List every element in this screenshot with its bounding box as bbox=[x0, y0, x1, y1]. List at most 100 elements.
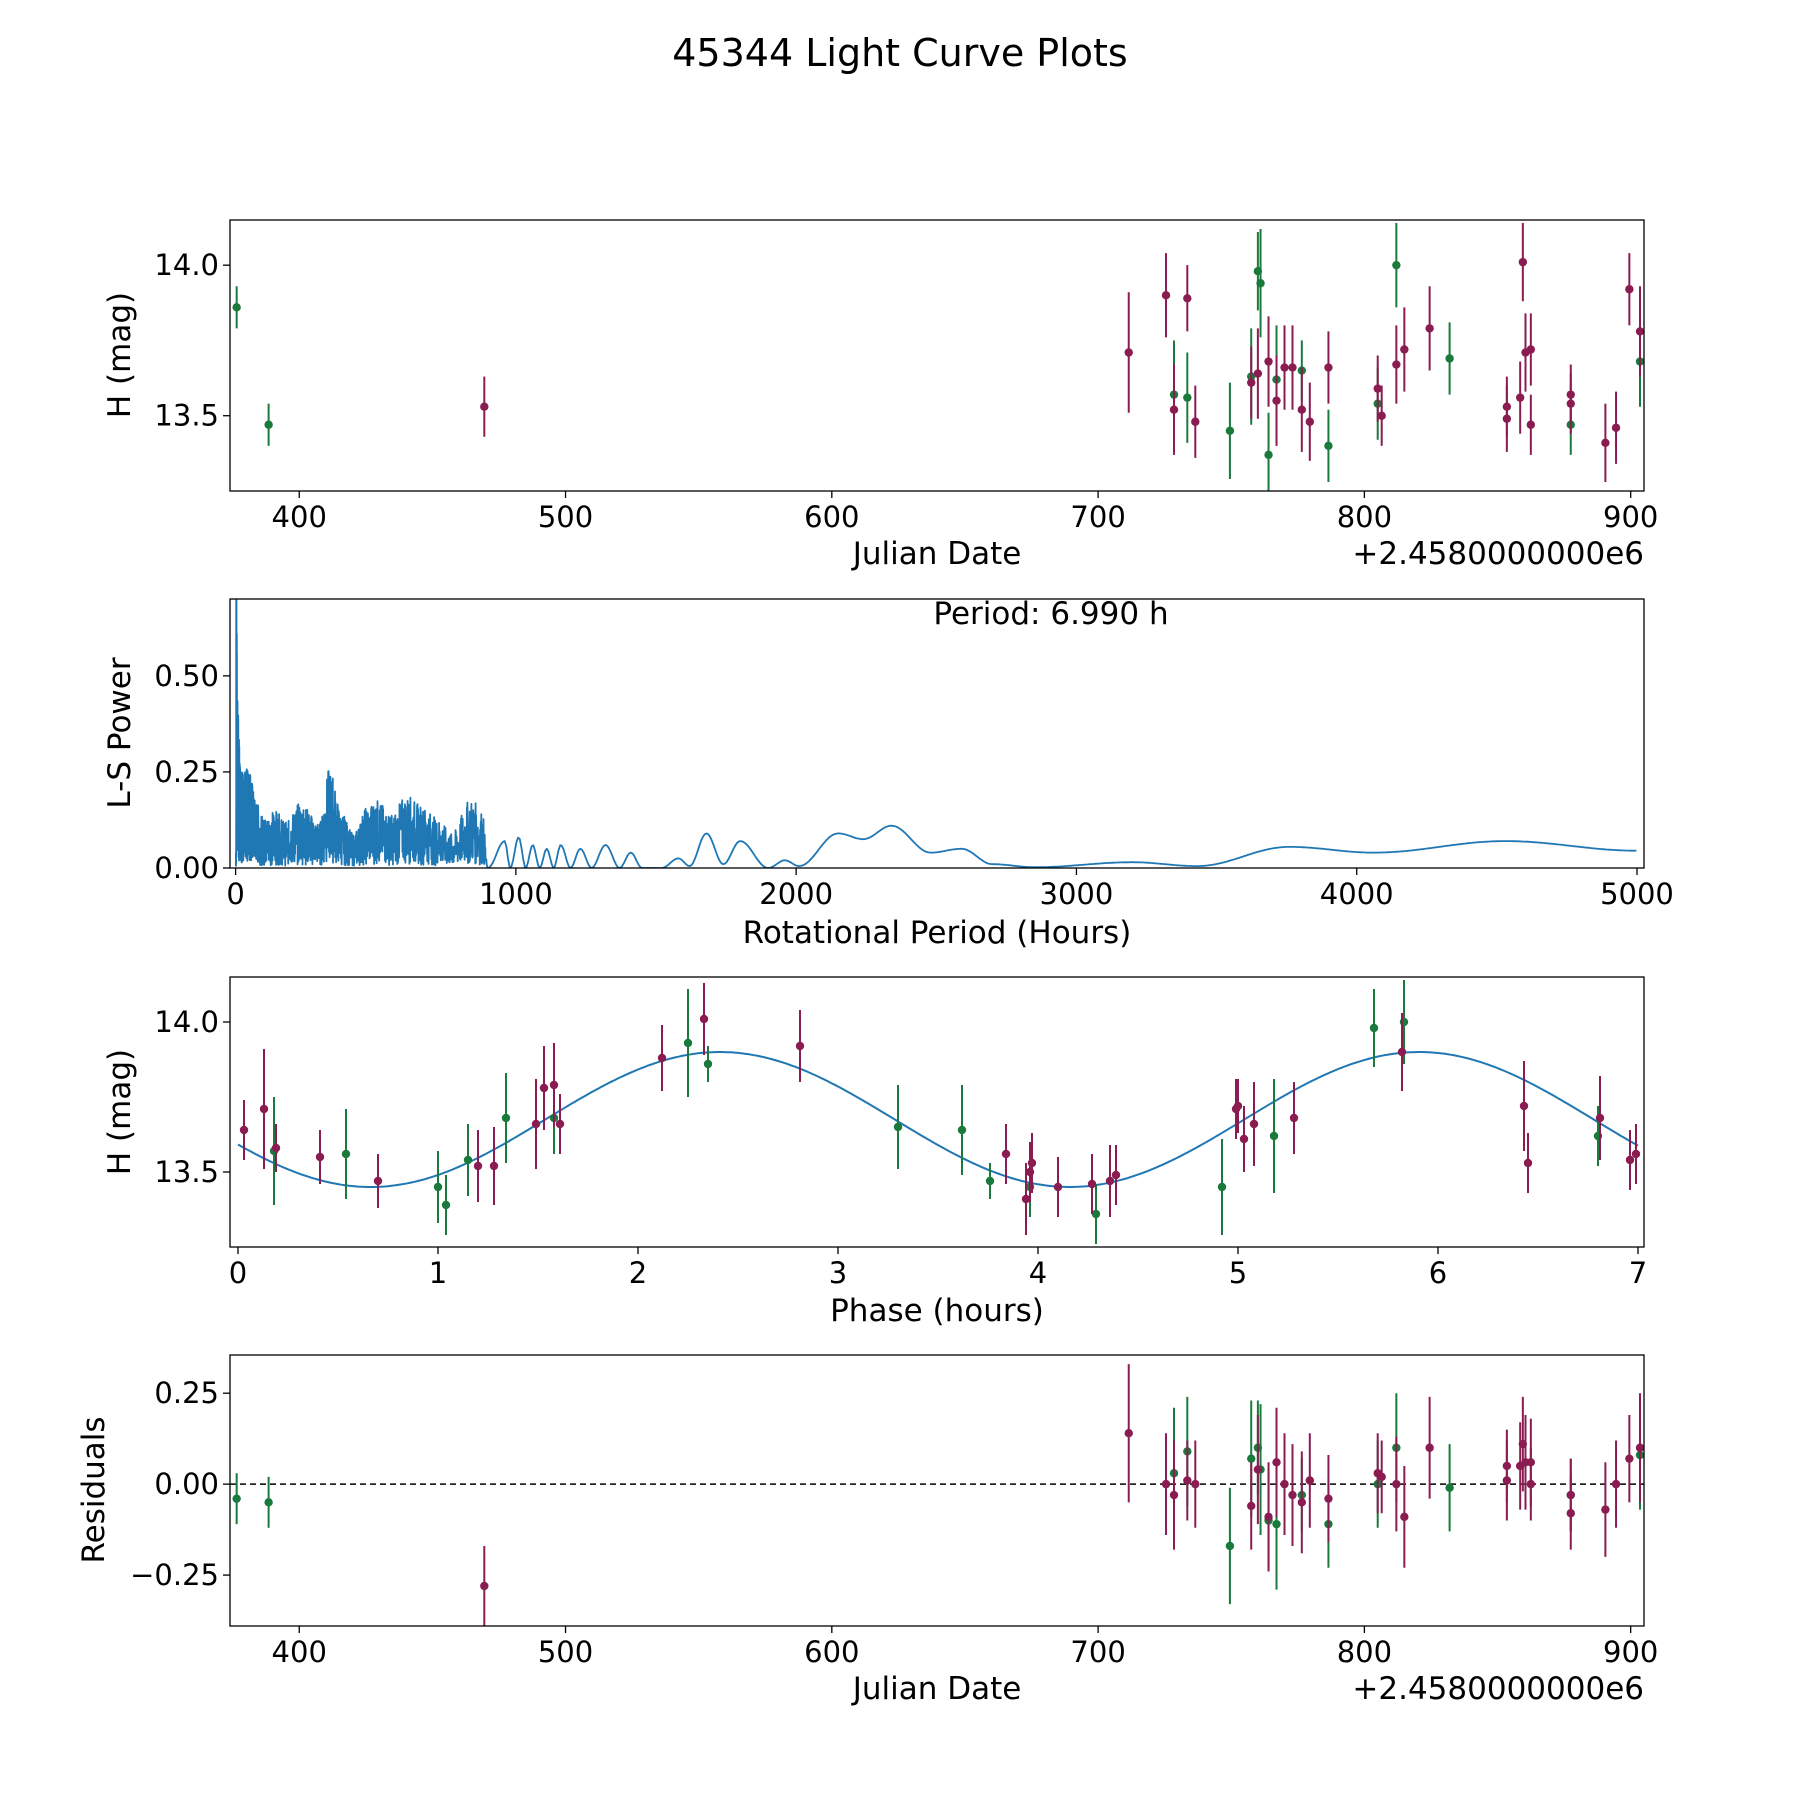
lc-point-r bbox=[1392, 360, 1401, 369]
phase-point-g bbox=[433, 1182, 443, 1192]
ls-ytick-label: 0.00 bbox=[154, 851, 219, 885]
phase-fold-frame bbox=[229, 976, 1645, 1248]
residuals-frame bbox=[229, 1354, 1645, 1627]
lc-plot-area bbox=[232, 223, 1644, 491]
resid-point-r bbox=[1324, 1494, 1333, 1503]
phase-xtick-label: 2 bbox=[629, 1256, 647, 1290]
resid-point-r bbox=[1183, 1476, 1192, 1485]
resid-point-r bbox=[1264, 1512, 1273, 1522]
lc-ytick-label: 14.0 bbox=[154, 248, 219, 282]
phase-point-g bbox=[683, 1038, 693, 1048]
phase-point-r bbox=[1631, 1149, 1641, 1159]
ls-ytick-label: 0.50 bbox=[154, 659, 219, 693]
phase-point-r bbox=[1233, 1101, 1243, 1111]
phase-point-r bbox=[489, 1161, 499, 1171]
residuals-marks bbox=[230, 1364, 1644, 1626]
lc-xtick-label: 800 bbox=[1337, 500, 1392, 534]
lc-point-r bbox=[1377, 411, 1386, 420]
ls-xtick-label: 4000 bbox=[1320, 877, 1394, 911]
phase-ytick-label: 13.5 bbox=[154, 1155, 219, 1189]
resid-point-r bbox=[1161, 1479, 1171, 1489]
phase-fold-marks bbox=[237, 980, 1641, 1244]
phase-point-g bbox=[957, 1125, 967, 1135]
light-curve-offset-label: +2.4580000000e6 bbox=[1352, 536, 1644, 572]
periodogram-frame bbox=[229, 598, 1645, 869]
phase-point-g bbox=[985, 1176, 995, 1186]
ls-xtick-label: 3000 bbox=[1040, 877, 1114, 911]
lc-point-r bbox=[1288, 363, 1297, 372]
phase-point-r bbox=[1519, 1101, 1529, 1111]
lc-point-r bbox=[1611, 423, 1621, 432]
phase-point-r bbox=[795, 1041, 805, 1051]
resid-point-g bbox=[1225, 1541, 1235, 1551]
phase-point-r bbox=[1523, 1158, 1533, 1168]
phase-plot-area bbox=[237, 980, 1641, 1244]
phase-fold-ticks: 0 1 2 3 4 5 6 7 13.5 14.0 bbox=[154, 1005, 1647, 1290]
lc-point-g bbox=[264, 420, 273, 429]
resid-point-r bbox=[1297, 1498, 1307, 1507]
resid-xtick-label: 600 bbox=[804, 1635, 859, 1669]
resid-xtick-label: 500 bbox=[538, 1635, 593, 1669]
phase-point-r bbox=[1027, 1158, 1037, 1168]
phase-point-r bbox=[373, 1176, 383, 1186]
phase-point-r bbox=[1249, 1119, 1259, 1129]
lc-point-r bbox=[480, 402, 489, 411]
periodogram-annotation: Period: 6.990 h bbox=[933, 596, 1168, 632]
lc-point-r bbox=[1324, 363, 1333, 372]
phase-point-r bbox=[1053, 1182, 1063, 1192]
resid-point-r bbox=[1253, 1465, 1263, 1474]
ls-xtick-label: 1000 bbox=[479, 877, 553, 911]
resid-point-r bbox=[1635, 1443, 1644, 1452]
phase-point-r bbox=[1397, 1047, 1407, 1057]
phase-point-g bbox=[341, 1149, 351, 1159]
resid-point-r bbox=[1625, 1454, 1634, 1463]
phase-point-r bbox=[1001, 1149, 1011, 1159]
resid-point-r bbox=[1377, 1472, 1386, 1482]
resid-point-r bbox=[1272, 1458, 1281, 1467]
lc-point-r bbox=[1124, 348, 1133, 357]
phase-point-g bbox=[463, 1155, 473, 1165]
phase-point-r bbox=[657, 1053, 667, 1063]
lc-point-r bbox=[1247, 378, 1256, 387]
lc-point-g bbox=[232, 303, 241, 312]
lc-point-r bbox=[1191, 417, 1200, 426]
lc-ytick-label: 13.5 bbox=[154, 399, 219, 433]
ls-power-line bbox=[235, 599, 1637, 868]
phase-point-r bbox=[699, 1014, 709, 1024]
phase-point-g bbox=[1369, 1023, 1379, 1033]
resid-point-r bbox=[1566, 1509, 1575, 1518]
phase-point-r bbox=[531, 1119, 541, 1129]
lc-xtick-label: 700 bbox=[1070, 500, 1125, 534]
lc-point-r bbox=[1566, 399, 1575, 408]
phase-point-r bbox=[1087, 1179, 1097, 1189]
resid-point-g bbox=[1445, 1483, 1454, 1492]
resid-point-g bbox=[1247, 1454, 1256, 1463]
resid-ytick-label: 0.00 bbox=[154, 1467, 219, 1501]
phase-point-r bbox=[1239, 1134, 1249, 1144]
resid-point-g bbox=[232, 1494, 241, 1503]
phase-point-r bbox=[1289, 1113, 1299, 1123]
phase-point-r bbox=[555, 1119, 565, 1129]
resid-point-r bbox=[1611, 1479, 1621, 1489]
resid-point-r bbox=[1305, 1476, 1315, 1485]
resid-point-r bbox=[1288, 1490, 1297, 1500]
resid-point-r bbox=[1502, 1476, 1512, 1485]
phase-point-r bbox=[1111, 1170, 1121, 1180]
lc-point-g bbox=[1264, 450, 1273, 460]
periodogram-marks bbox=[235, 599, 1637, 868]
resid-point-r bbox=[1124, 1429, 1133, 1438]
lc-xtick-label: 600 bbox=[804, 500, 859, 534]
residuals-offset-label: +2.4580000000e6 bbox=[1352, 1671, 1644, 1707]
light-curve-frame bbox=[229, 219, 1645, 492]
panel-residuals: 400 500 600 700 800 900 −0.25 0.00 0.25 Julian D… bbox=[76, 1354, 1658, 1707]
light-curve-ticks: 400 500 600 700 800 900 13.5 14.0 bbox=[154, 248, 1658, 534]
phase-xtick-label: 5 bbox=[1229, 1256, 1247, 1290]
phase-xtick-label: 4 bbox=[1029, 1256, 1047, 1290]
resid-point-r bbox=[1191, 1479, 1200, 1489]
phase-point-g bbox=[703, 1059, 713, 1069]
phase-point-g bbox=[893, 1122, 903, 1132]
resid-point-r bbox=[1169, 1490, 1179, 1500]
phase-ytick-label: 14.0 bbox=[154, 1005, 219, 1039]
ls-xtick-label: 5000 bbox=[1600, 877, 1674, 911]
lc-xtick-label: 500 bbox=[538, 500, 593, 534]
